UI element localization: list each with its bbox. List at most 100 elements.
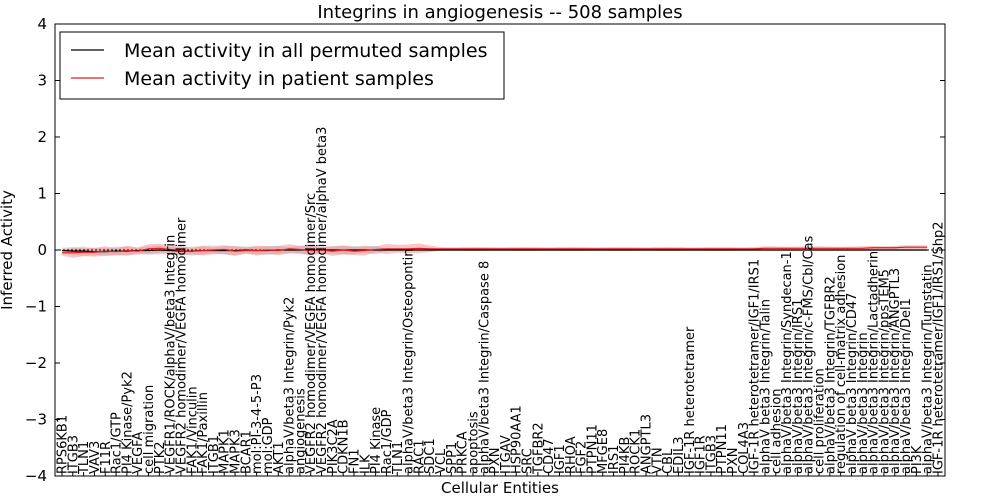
x-category-label: alphaV/beta3 Integrin/ANGPTL3	[888, 268, 903, 474]
x-category-label: IGF1	[553, 444, 568, 474]
x-category-label: PXN	[488, 448, 503, 474]
x-category-label: alphaV/beta3 Integrin/Syndecan-1	[780, 251, 795, 474]
x-category-label: VEGFR2 homodimer/VEGFA homodimer/alphaV …	[315, 127, 330, 474]
y-tick-label: 1	[37, 185, 47, 203]
x-category-label: alphaV/beta3 Integrin/Pyk2	[283, 297, 298, 474]
y-axis-label: Inferred Activity	[0, 190, 16, 310]
x-category-label: PTPN11	[715, 424, 730, 474]
x-category-label: IGF1R	[694, 435, 709, 474]
x-category-label: VAV3	[88, 441, 103, 474]
y-tick-label: −4	[25, 467, 47, 485]
x-category-label: alphaV/beta3 Integrin/Osteopontin	[402, 249, 417, 474]
x-category-label: Rac1/GTP	[110, 412, 125, 474]
x-category-label: SRC	[521, 448, 536, 474]
x-category-label: PTPN11	[585, 424, 600, 474]
series-lines	[61, 246, 928, 254]
x-category-label: PI4 Kinase	[369, 407, 384, 474]
x-category-label: ITGAV	[499, 435, 514, 474]
x-category-label: cell proliferation	[813, 368, 828, 474]
x-category-label: BCAR1	[239, 430, 254, 474]
x-category-label: PIK3C2A	[326, 419, 341, 474]
x-category-label: VEGFR2 homodimer/VEGFA homodimer/Src	[304, 193, 319, 474]
x-category-label: IGF-1R heterotetramer/IGF1/IRS1	[748, 259, 763, 474]
x-category-label: VEGFA	[131, 432, 146, 474]
x-category-label: COL4A3	[737, 422, 752, 474]
x-category-label: ILK	[358, 454, 373, 474]
x-category-label: CDKN1B	[337, 419, 352, 474]
x-category-label: ITGB3	[66, 435, 81, 474]
x-category-label: alphaV beta3 Integrin/Talin	[758, 299, 773, 474]
y-axis-ticks: −4 −3 −2 −1 0 1 2 3 4	[25, 15, 945, 485]
legend: Mean activity in all permuted samples Me…	[59, 31, 505, 100]
x-category-label: F11R	[99, 441, 114, 474]
y-tick-label: 0	[37, 241, 47, 259]
x-category-label: Rac1/GDP	[380, 409, 395, 474]
y-tick-label: 3	[37, 72, 47, 90]
x-category-label: IGF-1R heterotetramer	[683, 326, 698, 474]
x-category-label: alphaV/beta3 Integrin/Caspase 8	[477, 261, 492, 474]
x-category-label: ITGB3	[704, 435, 719, 474]
x-category-label: CBL	[661, 448, 676, 474]
x-category-label: ROCK1	[629, 429, 644, 474]
y-tick-label: 2	[37, 128, 47, 146]
x-category-label: FAK1/Paxillin	[196, 392, 211, 474]
x-category-label: regulation of cell-matrix adhesion	[834, 255, 849, 474]
x-category-label: alphaV beta3 Integrin/CD47	[845, 293, 860, 474]
x-category-label: PI4 Kinase/Pyk2	[120, 371, 135, 474]
x-category-label: VCL	[434, 448, 449, 474]
x-category-label: alphaV/beta3 Integrin/c-FMS/Cbl/Cas	[802, 235, 817, 474]
x-category-label: RHOA	[564, 436, 579, 474]
x-category-label: mol:GDP	[261, 417, 276, 474]
x-category-label: FGF2	[575, 441, 590, 474]
x-category-label: alphaV/beta3 Integrin/IRS1	[791, 299, 806, 474]
x-category-label: alphaV/beta3 Integrin/ppsTEM5	[877, 269, 892, 474]
x-category-label: SPP1	[445, 442, 460, 474]
chart-title: Integrins in angiogenesis -- 508 samples	[317, 2, 682, 23]
legend-label-patient: Mean activity in patient samples	[124, 68, 434, 90]
x-category-label: mol:PI-3-4-5-P3	[250, 374, 265, 474]
x-category-label: TLN1	[77, 441, 92, 475]
x-category-label: cell migration	[142, 385, 157, 474]
x-category-label: ANGPTL3	[640, 414, 655, 474]
x-category-label: cell adhesion	[769, 388, 784, 474]
x-category-label: IRS1	[607, 445, 622, 474]
x-category-label: FN1	[348, 449, 363, 474]
x-category-label: TLN1	[391, 441, 406, 475]
series-line-patient	[62, 246, 928, 254]
y-tick-label: 4	[37, 15, 47, 33]
x-category-label: PTK2	[153, 441, 168, 474]
x-category-label: alphaV/beta3 Integrin/TGFBR2	[823, 276, 838, 474]
x-category-label: RAC1	[412, 439, 427, 474]
x-category-label: SDC1	[423, 438, 438, 474]
x-category-label: PRKCA	[456, 431, 471, 474]
x-category-label: EDIL3	[672, 436, 687, 474]
x-category-label: alphaV/beta3 Integrin/Lactadherin	[867, 251, 882, 474]
legend-box	[59, 31, 505, 100]
x-category-label: PI4KB	[618, 437, 633, 474]
x-category-label: TGFBR2	[531, 422, 546, 475]
x-category-label: MAPK1	[218, 429, 233, 474]
x-category-label: VTN	[650, 447, 665, 474]
x-category-label: IGF-1R heterotetramer/IGF1/IRS1/Shp2	[932, 221, 947, 474]
x-category-label: VEGFR1/ROCK/alphaV/beta3 Integrin	[164, 235, 179, 474]
x-category-label: ITGB1	[207, 435, 222, 474]
x-category-label: FAK1/Vinculin	[185, 386, 200, 474]
x-category-label: alphaV/beta3 Integrin	[856, 332, 871, 474]
x-category-label: PI3K	[910, 445, 925, 474]
x-category-label: alphaV/beta3 Integrin/Tumstatin	[921, 264, 936, 474]
x-category-label: PXN	[726, 448, 741, 474]
y-tick-label: −1	[25, 298, 47, 316]
x-category-label: RPS6KB1	[56, 415, 71, 474]
y-tick-label: −2	[25, 354, 47, 372]
y-tick-label: −3	[25, 411, 47, 429]
x-category-label: CD47	[542, 438, 557, 474]
x-category-label: angiogenesis	[293, 388, 308, 474]
x-category-label: AKT1	[272, 441, 287, 474]
legend-label-permuted: Mean activity in all permuted samples	[124, 40, 487, 62]
patient-variance-band	[62, 243, 928, 258]
x-category-label: MFGE8	[596, 429, 611, 474]
x-category-label: apoptosis	[466, 411, 481, 474]
x-category-label: alphaV/beta3 Integrin/Del1	[899, 298, 914, 474]
